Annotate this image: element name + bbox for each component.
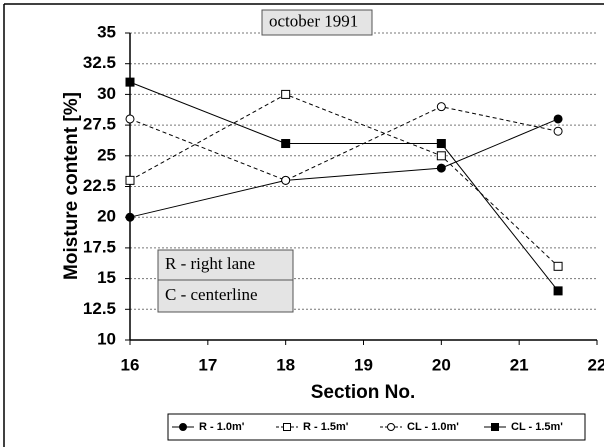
marker xyxy=(436,151,446,161)
x-axis-label: Section No. xyxy=(311,382,416,403)
marker xyxy=(436,102,446,112)
marker xyxy=(125,77,135,87)
x-tick-label: 20 xyxy=(432,355,451,374)
y-axis-label: Moisture content [%] xyxy=(61,92,82,280)
annotation-box xyxy=(261,9,373,36)
legend-marker xyxy=(179,423,187,431)
marker xyxy=(553,126,563,136)
marker xyxy=(436,163,446,173)
y-tick-label: 10 xyxy=(97,329,116,348)
legend-label: CL - 1.0m' xyxy=(407,421,459,433)
x-tick-label: 21 xyxy=(510,355,529,374)
y-tick-label: 27.5 xyxy=(83,115,116,134)
y-tick-label: 22.5 xyxy=(83,176,116,195)
marker xyxy=(281,139,291,149)
x-tick-label: 17 xyxy=(198,355,217,374)
x-tick-label: 22 xyxy=(588,355,604,374)
annotation: C - centerline xyxy=(165,285,258,304)
marker xyxy=(553,114,563,124)
series-line xyxy=(129,118,559,218)
x-tick-label: 16 xyxy=(121,355,140,374)
legend-marker xyxy=(387,423,395,431)
annotation-box xyxy=(157,279,294,313)
marker xyxy=(436,139,446,149)
series-line xyxy=(129,81,559,292)
marker xyxy=(125,212,135,222)
series-line xyxy=(129,93,559,267)
annotation: R - right lane xyxy=(165,254,255,273)
y-tick-label: 25 xyxy=(97,145,116,164)
marker xyxy=(125,114,135,124)
legend-label: CL - 1.5m' xyxy=(511,421,563,433)
annotation: october 1991 xyxy=(269,11,358,30)
marker xyxy=(125,175,135,185)
x-tick-label: 18 xyxy=(276,355,295,374)
y-tick-label: 20 xyxy=(97,207,116,226)
legend-marker xyxy=(491,423,499,431)
marker xyxy=(281,89,291,99)
legend-box xyxy=(167,413,586,441)
y-tick-label: 17.5 xyxy=(83,237,116,256)
y-tick-label: 30 xyxy=(97,84,116,103)
x-tick-label: 19 xyxy=(354,355,373,374)
marker xyxy=(553,286,563,296)
marker xyxy=(281,175,291,185)
marker xyxy=(553,261,563,271)
legend-label: R - 1.5m' xyxy=(303,421,349,433)
legend-label: R - 1.0m' xyxy=(199,421,245,433)
y-tick-label: 32.5 xyxy=(83,53,116,72)
y-tick-label: 12.5 xyxy=(83,299,116,318)
legend-marker xyxy=(283,423,291,431)
y-tick-label: 35 xyxy=(97,22,116,41)
y-tick-label: 15 xyxy=(97,268,116,287)
